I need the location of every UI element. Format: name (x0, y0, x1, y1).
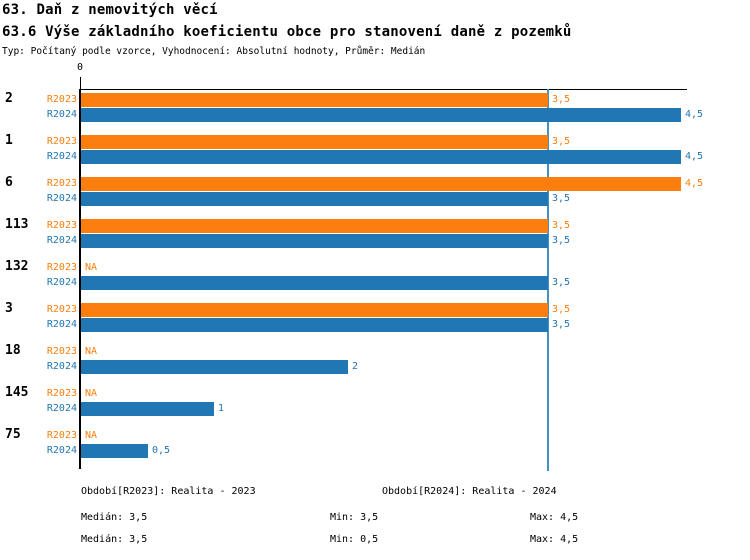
category-label: 1 (5, 133, 13, 148)
series-tick-label: R2023 (46, 220, 77, 231)
stat-max-r2024: Max: 4,5 (530, 534, 579, 545)
series-tick-label: R2024 (46, 151, 77, 162)
bar-r2023 (81, 177, 681, 191)
value-label: 4,5 (685, 178, 704, 189)
series-tick-label: R2023 (46, 136, 77, 147)
bar-r2024 (81, 276, 548, 290)
bar-r2023 (81, 135, 548, 149)
value-label: 3,5 (552, 235, 571, 246)
category-label: 3 (5, 301, 13, 316)
series-tick-label: R2024 (46, 235, 77, 246)
bar-r2024 (81, 108, 681, 122)
median-reference-line (547, 89, 549, 471)
bar-r2023 (81, 93, 548, 107)
value-label: 2 (352, 361, 359, 372)
value-label: 4,5 (685, 151, 704, 162)
legend-r2024: Období[R2024]: Realita - 2024 (382, 486, 557, 497)
na-label: NA (85, 430, 98, 441)
bar-r2024 (81, 150, 681, 164)
na-label: NA (85, 262, 98, 273)
category-label: 113 (5, 217, 29, 232)
x-axis-line (80, 89, 687, 90)
series-tick-label: R2023 (46, 94, 77, 105)
series-tick-label: R2023 (46, 178, 77, 189)
bar-r2024 (81, 402, 214, 416)
chart-subtitle: 63.6 Výše základního koeficientu obce pr… (2, 24, 572, 40)
series-tick-label: R2024 (46, 445, 77, 456)
value-label: 3,5 (552, 94, 571, 105)
bar-r2024 (81, 192, 548, 206)
value-label: 0,5 (152, 445, 171, 456)
chart-description: Typ: Počítaný podle vzorce, Vyhodnocení:… (2, 46, 426, 57)
category-label: 18 (5, 343, 21, 358)
series-tick-label: R2024 (46, 109, 77, 120)
value-label: 3,5 (552, 304, 571, 315)
na-label: NA (85, 388, 98, 399)
category-label: 132 (5, 259, 29, 274)
x-axis-tick (80, 77, 81, 90)
stat-min-r2023: Min: 3,5 (330, 512, 379, 523)
value-label: 3,5 (552, 277, 571, 288)
bar-r2023 (81, 303, 548, 317)
page-title: 63. Daň z nemovitých věcí (2, 2, 218, 18)
bar-r2024 (81, 234, 548, 248)
series-tick-label: R2023 (46, 262, 77, 273)
bar-r2024 (81, 444, 148, 458)
value-label: 3,5 (552, 136, 571, 147)
series-tick-label: R2023 (46, 388, 77, 399)
category-label: 145 (5, 385, 29, 400)
series-tick-label: R2024 (46, 193, 77, 204)
series-tick-label: R2023 (46, 430, 77, 441)
legend-r2023: Období[R2023]: Realita - 2023 (81, 486, 256, 497)
value-label: 3,5 (552, 319, 571, 330)
x-axis-tick-label: 0 (76, 62, 84, 73)
stat-median-r2024: Medián: 3,5 (81, 534, 148, 545)
series-tick-label: R2024 (46, 319, 77, 330)
value-label: 3,5 (552, 193, 571, 204)
bar-r2024 (81, 360, 348, 374)
value-label: 4,5 (685, 109, 704, 120)
bar-r2023 (81, 219, 548, 233)
bar-r2024 (81, 318, 548, 332)
series-tick-label: R2024 (46, 361, 77, 372)
series-tick-label: R2024 (46, 277, 77, 288)
stat-min-r2024: Min: 0,5 (330, 534, 379, 545)
series-tick-label: R2024 (46, 403, 77, 414)
category-label: 6 (5, 175, 13, 190)
category-label: 75 (5, 427, 21, 442)
category-label: 2 (5, 91, 13, 106)
series-tick-label: R2023 (46, 346, 77, 357)
stat-max-r2023: Max: 4,5 (530, 512, 579, 523)
value-label: 1 (218, 403, 225, 414)
na-label: NA (85, 346, 98, 357)
series-tick-label: R2023 (46, 304, 77, 315)
stat-median-r2023: Medián: 3,5 (81, 512, 148, 523)
y-axis-line (79, 89, 81, 469)
value-label: 3,5 (552, 220, 571, 231)
